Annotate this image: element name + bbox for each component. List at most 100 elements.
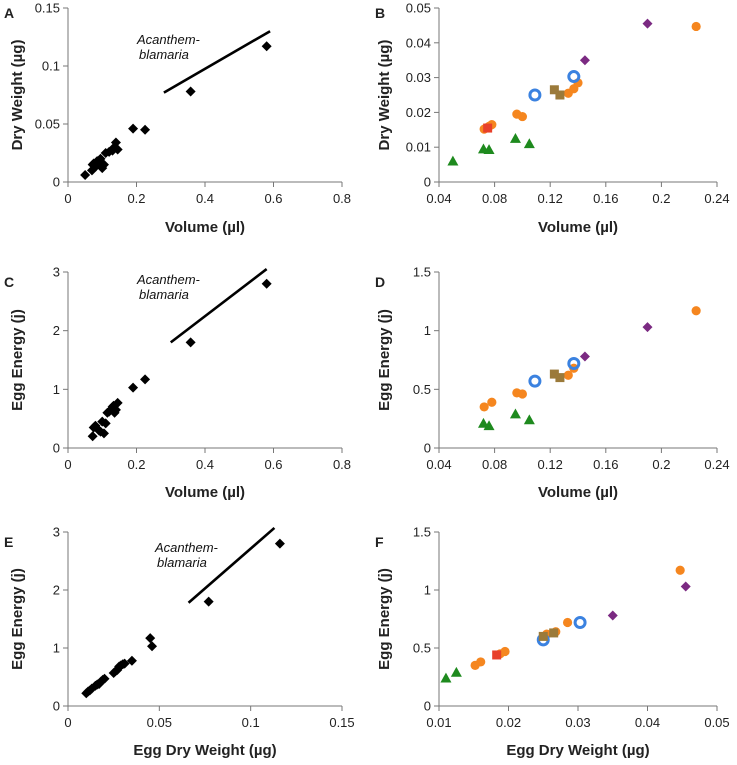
y-tick-label: 1.5: [413, 265, 431, 280]
data-point: [128, 382, 139, 393]
y-axis-title: Egg Energy (j): [9, 568, 26, 670]
x-axis-title: Volume (µl): [538, 219, 618, 236]
x-tick-label: 0.04: [426, 191, 451, 206]
data-point: [185, 86, 196, 97]
y-tick-label: 1: [53, 641, 60, 656]
data-point: [98, 428, 109, 439]
x-tick-label: 0.6: [264, 191, 282, 206]
data-point: [483, 144, 495, 155]
data-point: [147, 641, 158, 652]
x-axis-title: Volume (µl): [165, 484, 245, 501]
series-red: [483, 123, 493, 133]
x-axis-title: Volume (µl): [538, 484, 618, 501]
x-tick-label: 0.08: [482, 191, 507, 206]
x-tick-label: 0.4: [196, 457, 214, 472]
data-point: [440, 672, 452, 683]
data-point: [642, 18, 653, 29]
data-point: [517, 389, 528, 399]
x-tick-label: 0.12: [538, 457, 563, 472]
series-purple: [607, 581, 691, 621]
y-tick-label: 0: [424, 699, 431, 714]
x-axis-title: Volume (µl): [165, 219, 245, 236]
series-purple: [579, 322, 653, 362]
panel-letter: A: [4, 5, 14, 21]
x-tick-label: 0.05: [147, 715, 172, 730]
data-point: [479, 402, 489, 412]
panel-b: 0.04 0.08 0.12 0.16 0.2 0.24 0 0.01 0.02 0.03 0.04…: [375, 1, 730, 237]
x-tick-label: 0.1: [242, 715, 260, 730]
data-point: [642, 322, 653, 333]
data-point: [98, 159, 109, 170]
data-point: [538, 631, 548, 641]
panel-d: 0.04 0.08 0.12 0.16 0.2 0.24 0 0.5 1 1.5 Volume (µ…: [375, 265, 730, 502]
series-olive: [549, 85, 565, 100]
series-all-species: [81, 538, 285, 699]
data-point: [567, 70, 581, 84]
trend-line: [163, 30, 271, 94]
panel-f: 0.01 0.02 0.03 0.04 0.05 0 0.5 1 1.5 Egg Dry Weig…: [375, 525, 730, 760]
data-point: [563, 370, 573, 380]
y-tick-label: 0.01: [406, 140, 431, 155]
data-point: [523, 414, 535, 425]
x-tick-label: 0.24: [704, 191, 729, 206]
x-tick-label: 0: [64, 457, 71, 472]
y-axis-title: Dry Weight (µg): [376, 40, 393, 151]
x-tick-label: 0.12: [538, 191, 563, 206]
series-purple: [579, 18, 653, 66]
y-axis-title: Egg Energy (j): [376, 568, 393, 670]
data-point: [119, 658, 130, 669]
x-tick-label: 0.6: [264, 457, 282, 472]
x-tick-label: 0.15: [329, 715, 354, 730]
panel-letter: F: [375, 534, 384, 550]
y-tick-label: 2: [53, 583, 60, 598]
y-tick-label: 1: [424, 323, 431, 338]
data-point: [99, 673, 110, 684]
data-point: [528, 374, 542, 388]
panel-letter: D: [375, 274, 385, 290]
data-point: [562, 617, 573, 628]
x-tick-label: 0: [64, 191, 71, 206]
annotation-text: blamaria: [139, 47, 189, 62]
x-tick-label: 0.2: [127, 191, 145, 206]
y-tick-label: 0.03: [406, 70, 431, 85]
y-tick-label: 0: [424, 441, 431, 456]
y-tick-label: 0.05: [406, 1, 431, 16]
data-point: [80, 170, 91, 181]
data-point: [110, 137, 121, 148]
data-point: [112, 397, 123, 408]
y-tick-label: 0.15: [35, 1, 60, 16]
series-olive: [549, 369, 565, 383]
data-point: [579, 55, 590, 66]
series-red: [492, 650, 502, 660]
y-axis-title: Egg Energy (j): [376, 309, 393, 411]
y-tick-label: 0: [53, 175, 60, 190]
data-point: [675, 565, 685, 575]
annotation-text: Acanthem-: [154, 540, 219, 555]
data-point: [517, 111, 528, 122]
data-point: [100, 418, 111, 429]
trend-line: [187, 526, 276, 604]
data-point: [549, 369, 559, 379]
y-tick-label: 0: [424, 175, 431, 190]
panel-letter: B: [375, 5, 385, 21]
data-point: [261, 41, 272, 52]
data-point: [145, 633, 156, 644]
annotation-text: blamaria: [157, 555, 207, 570]
x-tick-label: 0.08: [482, 457, 507, 472]
x-tick-label: 0.2: [127, 457, 145, 472]
y-tick-label: 0: [53, 699, 60, 714]
y-tick-label: 2: [53, 323, 60, 338]
x-tick-label: 0.2: [652, 457, 670, 472]
x-tick-label: 0.2: [652, 191, 670, 206]
data-point: [528, 88, 542, 102]
x-tick-label: 0.4: [196, 191, 214, 206]
data-point: [261, 278, 272, 289]
x-axis-title: Egg Dry Weight (µg): [133, 742, 276, 759]
panel-e: 0 0.05 0.1 0.15 0 1 2 3 Egg Dry Weight (µg) Egg E…: [4, 525, 355, 760]
y-tick-label: 1.5: [413, 525, 431, 540]
annotation-text: Acanthem-: [136, 272, 201, 287]
data-point: [126, 655, 137, 666]
panel-letter: C: [4, 274, 14, 290]
